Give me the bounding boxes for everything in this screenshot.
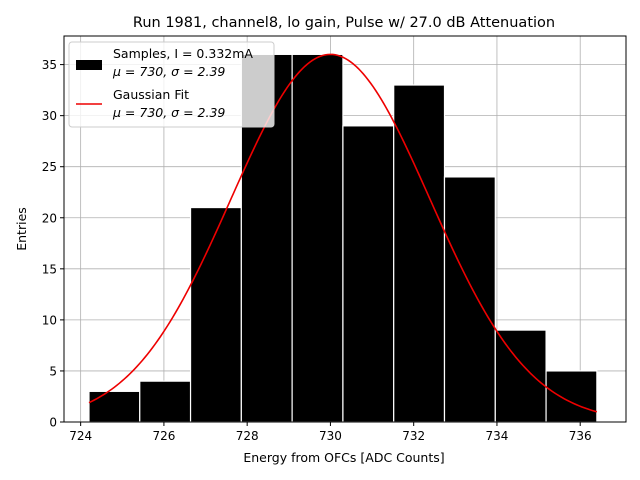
- x-tick-label: 724: [69, 429, 92, 443]
- x-tick-label: 726: [152, 429, 175, 443]
- legend-box: [68, 41, 275, 128]
- gaussian-fit-line: [88, 53, 598, 413]
- plot-frame: [63, 35, 627, 423]
- histogram-bar: [545, 370, 598, 423]
- histogram-bar: [443, 176, 496, 423]
- histogram-bar: [342, 125, 395, 423]
- y-tick-label: 15: [42, 262, 57, 276]
- y-tick-label: 20: [42, 211, 57, 225]
- legend-fit-stats: μ = 730, σ = 2.39: [112, 105, 225, 120]
- y-tick-label: 25: [42, 160, 57, 174]
- y-axis-label: Entries: [14, 207, 29, 251]
- histogram-bar: [189, 206, 242, 423]
- x-tick-label: 732: [402, 429, 425, 443]
- x-tick-label: 728: [236, 429, 259, 443]
- y-axis-ticks: 0 5 10 15 20 25 30 35: [42, 58, 64, 430]
- legend-fit-label: Gaussian Fit: [113, 87, 189, 102]
- legend-samples-stats: μ = 730, σ = 2.39: [112, 64, 225, 79]
- x-axis-label: Energy from OFCs [ADC Counts]: [243, 450, 444, 465]
- histogram-bar: [393, 84, 446, 423]
- histogram-bar: [291, 53, 344, 423]
- x-tick-label: 734: [485, 429, 508, 443]
- y-tick-label: 5: [49, 364, 57, 378]
- legend: Samples, I = 0.332mA μ = 730, σ = 2.39 G…: [68, 41, 275, 128]
- chart-title: Run 1981, channel8, lo gain, Pulse w/ 27…: [133, 15, 555, 31]
- histogram-bar: [494, 329, 547, 423]
- x-tick-label: 730: [319, 429, 342, 443]
- histogram-bar: [139, 380, 192, 423]
- y-tick-label: 30: [42, 109, 57, 123]
- y-tick-label: 0: [49, 416, 57, 430]
- y-tick-label: 35: [42, 58, 57, 72]
- histogram-bar: [88, 390, 141, 423]
- y-tick-label: 10: [42, 313, 57, 327]
- histogram-bars: [88, 53, 598, 423]
- legend-samples-swatch: [76, 60, 102, 70]
- x-tick-label: 736: [569, 429, 592, 443]
- x-axis-ticks: 724 726 728 730 732 734 736: [69, 422, 592, 443]
- legend-samples-label: Samples, I = 0.332mA: [113, 46, 253, 61]
